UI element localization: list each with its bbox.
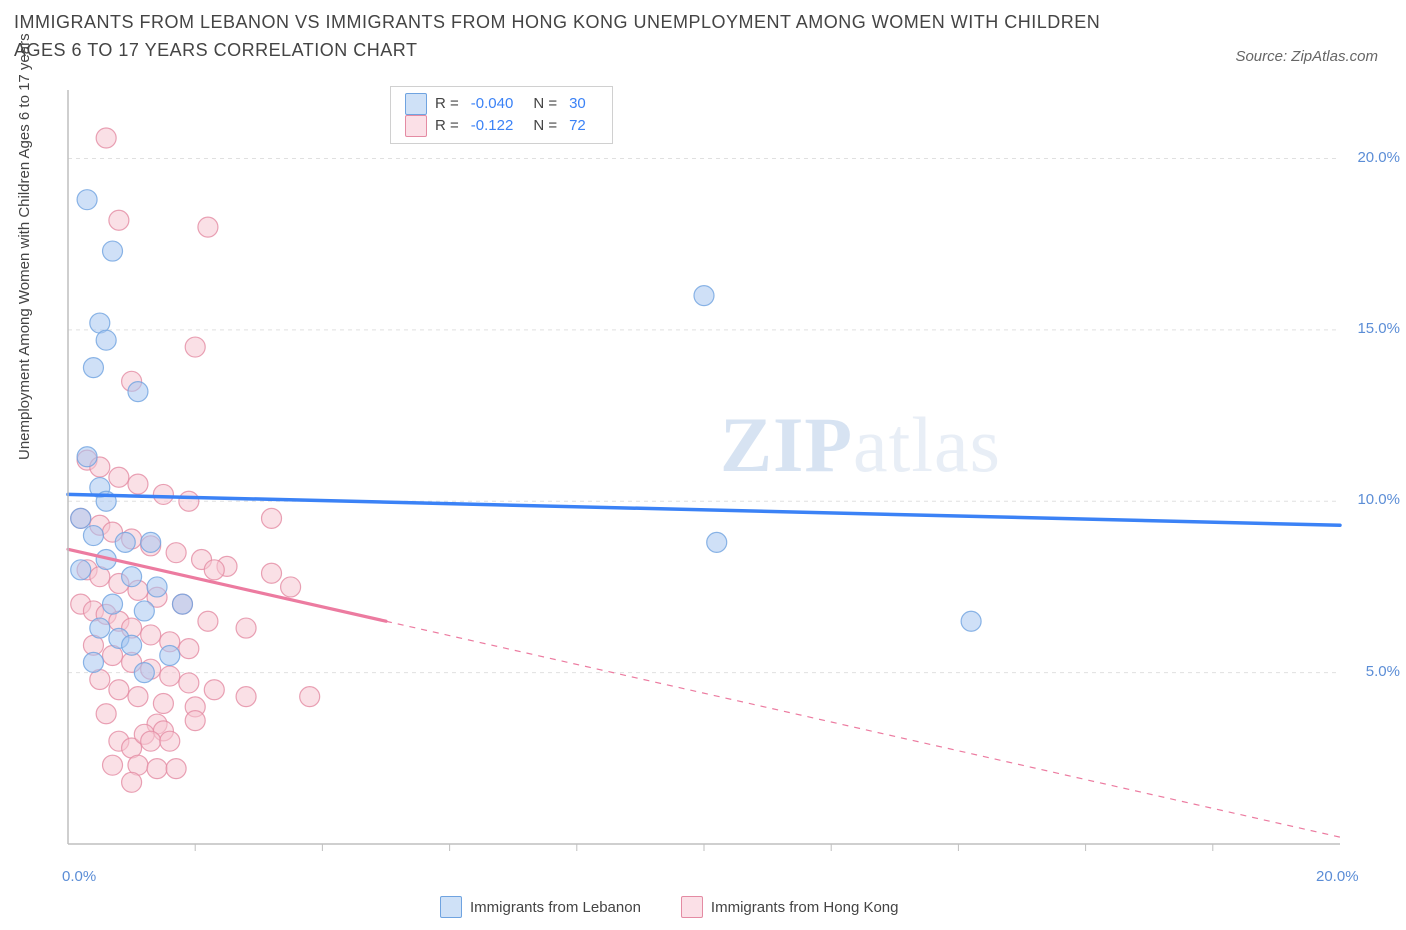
r-value-hongkong: -0.122 <box>471 115 514 137</box>
swatch-lebanon <box>405 93 427 115</box>
y-tick-label: 5.0% <box>1366 663 1400 680</box>
swatch-lebanon-bottom <box>440 896 462 918</box>
legend-item-hongkong: Immigrants from Hong Kong <box>681 896 899 918</box>
legend-row-lebanon: R = -0.040 N = 30 <box>405 93 598 115</box>
source-attribution: Source: ZipAtlas.com <box>1235 48 1378 65</box>
n-value-lebanon: 30 <box>569 93 586 115</box>
n-label: N = <box>533 93 557 115</box>
r-value-lebanon: -0.040 <box>471 93 514 115</box>
y-tick-label: 15.0% <box>1357 320 1400 337</box>
scatter-plot <box>60 82 1390 862</box>
legend-row-hongkong: R = -0.122 N = 72 <box>405 115 598 137</box>
swatch-hongkong-bottom <box>681 896 703 918</box>
y-tick-label: 10.0% <box>1357 491 1400 508</box>
correlation-legend: R = -0.040 N = 30 R = -0.122 N = 72 <box>390 86 613 144</box>
y-axis-label: Unemployment Among Women with Children A… <box>16 33 33 460</box>
legend-item-lebanon: Immigrants from Lebanon <box>440 896 641 918</box>
swatch-hongkong <box>405 115 427 137</box>
legend-label-hongkong: Immigrants from Hong Kong <box>711 899 899 916</box>
n-label: N = <box>533 115 557 137</box>
x-tick-label: 20.0% <box>1316 868 1359 885</box>
x-tick-label: 0.0% <box>62 868 96 885</box>
r-label: R = <box>435 115 459 137</box>
legend-label-lebanon: Immigrants from Lebanon <box>470 899 641 916</box>
n-value-hongkong: 72 <box>569 115 586 137</box>
chart-title: IMMIGRANTS FROM LEBANON VS IMMIGRANTS FR… <box>14 8 1114 64</box>
series-legend: Immigrants from Lebanon Immigrants from … <box>440 896 899 918</box>
r-label: R = <box>435 93 459 115</box>
y-tick-label: 20.0% <box>1357 149 1400 166</box>
